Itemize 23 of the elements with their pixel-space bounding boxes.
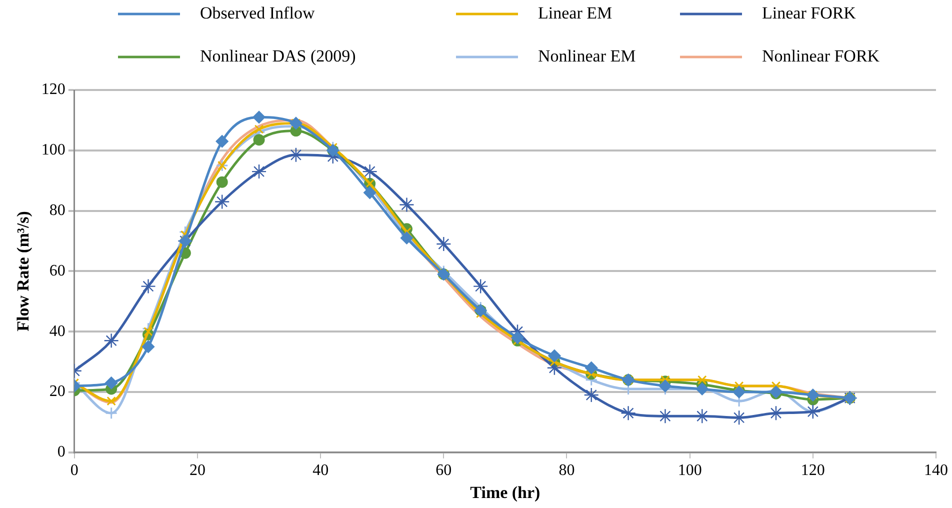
- x-tick-label: 100: [678, 462, 702, 480]
- legend-label: Nonlinear EM: [538, 46, 636, 66]
- y-axis-title: Flow Rate (m³/s): [14, 211, 33, 332]
- x-axis-title: Time (hr): [470, 483, 540, 502]
- y-tick-label: 0: [57, 444, 66, 461]
- legend-label: Linear FORK: [762, 3, 857, 22]
- y-tick-label: 120: [41, 81, 66, 98]
- legend-label: Nonlinear DAS (2009): [200, 46, 356, 66]
- x-tick-label: 140: [924, 462, 948, 480]
- y-tick-label: 100: [41, 142, 66, 159]
- legend-label: Nonlinear FORK: [762, 46, 880, 66]
- legend-label: Linear EM: [538, 3, 612, 22]
- y-tick-label: 40: [49, 322, 66, 340]
- x-tick-label: 0: [70, 462, 78, 480]
- x-tick-label: 20: [189, 462, 206, 480]
- x-tick-label: 120: [800, 462, 825, 480]
- y-tick-label: 80: [49, 202, 66, 220]
- legend-label: Observed Inflow: [200, 3, 316, 22]
- y-tick-label: 20: [49, 383, 66, 400]
- x-tick-label: 80: [558, 462, 575, 480]
- x-tick-label: 40: [312, 462, 329, 480]
- y-tick-label: 60: [49, 262, 66, 280]
- x-tick-label: 60: [436, 462, 452, 480]
